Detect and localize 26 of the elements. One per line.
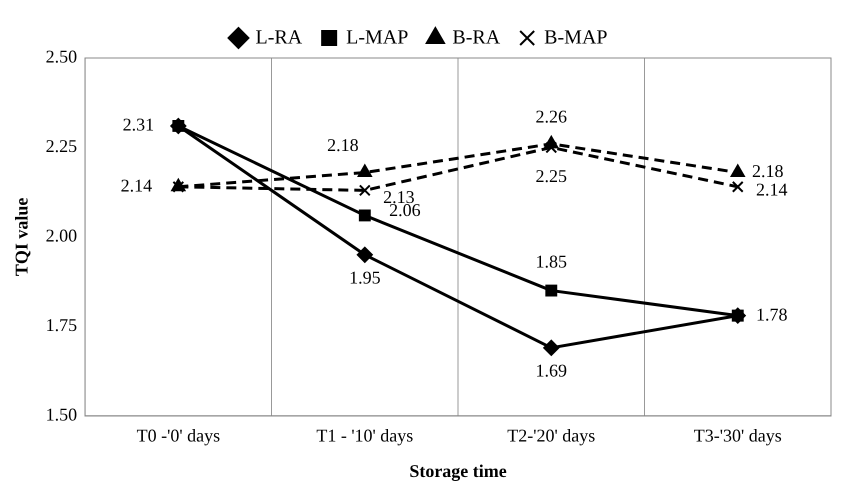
data-label: 1.78 [756,304,788,324]
x-tick-label: T2-'20' days [507,425,596,446]
data-label: 1.85 [536,251,568,272]
data-label: 2.31 [122,114,154,135]
data-label: 1.69 [536,360,568,381]
y-tick-label: 2.25 [46,136,78,156]
data-label: 1.95 [349,268,381,288]
data-label: 2.18 [327,135,359,156]
legend-label: L-MAP [346,26,408,48]
data-label: 2.26 [536,106,568,127]
x-axis-title: Storage time [409,460,507,481]
legend-label: L-RA [255,26,303,48]
y-tick-label: 1.75 [46,315,78,336]
x-tick-label: T0 -'0' days [136,425,220,446]
data-label: 2.18 [752,161,784,182]
y-axis-title: TQI value [11,198,32,276]
legend-label: B-RA [452,26,501,48]
x-tick-label: T3-'30' days [694,425,782,446]
data-label: 2.25 [536,166,568,186]
legend-label: B-MAP [544,26,608,48]
y-tick-label: 1.50 [46,404,78,425]
y-tick-label: 2.50 [46,46,78,67]
data-label: 2.14 [120,176,152,196]
y-tick-label: 2.00 [46,226,78,246]
data-label: 2.14 [756,180,788,200]
x-tick-label: T1 - '10' days [316,425,414,446]
